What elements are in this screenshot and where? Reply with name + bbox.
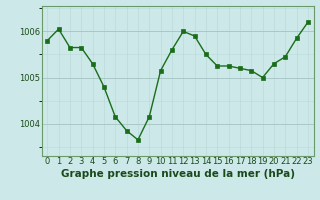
X-axis label: Graphe pression niveau de la mer (hPa): Graphe pression niveau de la mer (hPa) (60, 169, 295, 179)
